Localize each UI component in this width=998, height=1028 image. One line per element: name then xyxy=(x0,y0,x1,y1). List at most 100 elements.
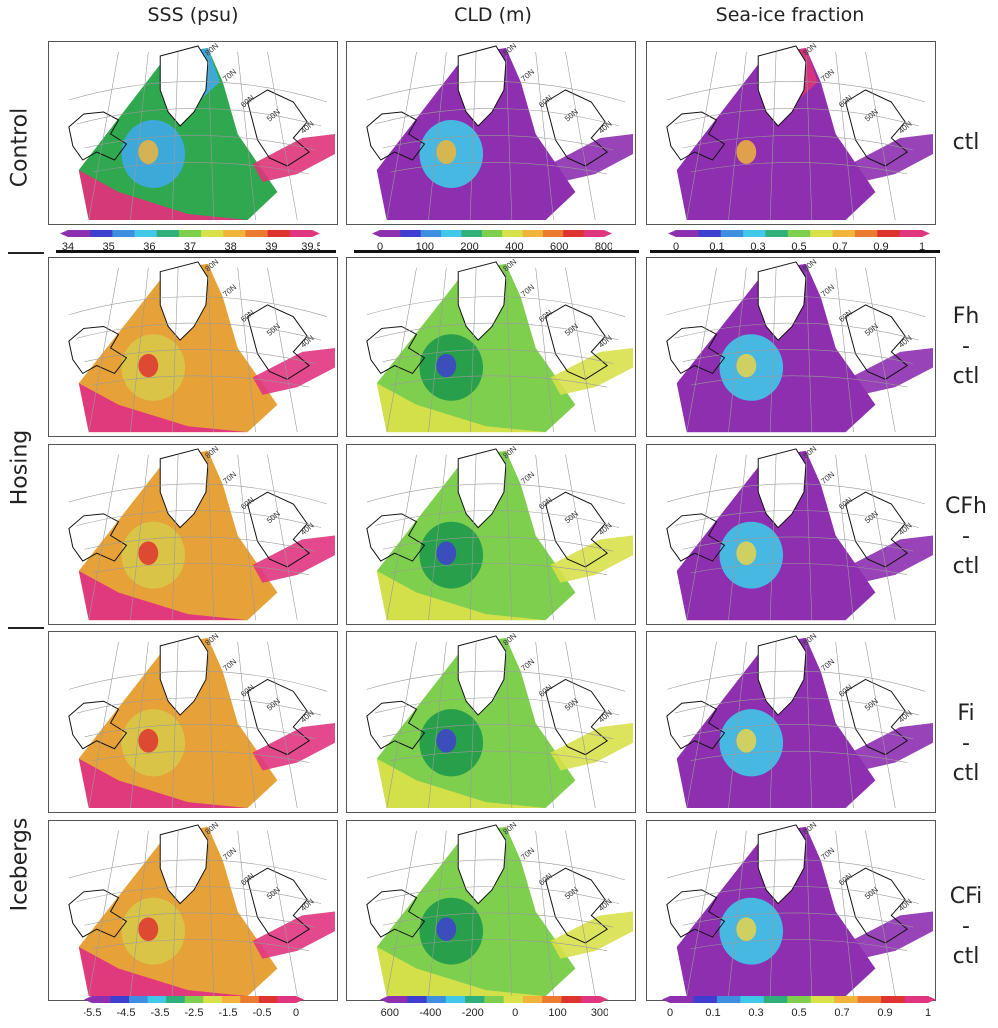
latitude-label: 40N xyxy=(897,333,914,349)
coast-strip xyxy=(550,134,634,182)
graticule-line xyxy=(565,830,596,997)
graticule-line xyxy=(428,830,447,997)
latitude-label: 70N xyxy=(519,282,536,298)
row-label-line: - xyxy=(962,334,970,359)
ocean-accent xyxy=(736,541,757,565)
greenland-landmass xyxy=(757,261,807,341)
latitude-label: 70N xyxy=(519,846,536,862)
graticule-line xyxy=(366,81,626,103)
map-panel: 80N 70N 60N 50N 40N xyxy=(346,257,636,437)
colorbar-swatch xyxy=(542,230,564,237)
latitude-label: 60N xyxy=(837,871,854,887)
latitude-label: 70N xyxy=(819,657,836,673)
graticule-line xyxy=(686,454,717,621)
colorbar-tick-label: 100 xyxy=(548,1007,566,1019)
colorbar-swatch xyxy=(787,996,812,1003)
graticule-line xyxy=(92,563,310,576)
colorbar-tick-label: -4.5 xyxy=(117,1007,136,1019)
ocean-accent xyxy=(736,140,757,164)
latitude-label: 40N xyxy=(897,521,914,537)
colorbar-tick-label: -5.5 xyxy=(84,1007,101,1019)
colorbar-tick-label: 1 xyxy=(919,241,925,253)
colorbar-arrow xyxy=(372,230,380,237)
ocean-accent xyxy=(736,353,757,378)
graticule-line xyxy=(865,641,896,809)
graticule-line xyxy=(535,51,554,221)
coastline-north-america xyxy=(366,700,426,750)
colorbar-tick-label: 0 xyxy=(673,241,679,253)
latitude-label: 40N xyxy=(597,708,614,724)
colorbar-tick-label: 0 xyxy=(512,1007,518,1019)
graticule-line xyxy=(565,454,596,621)
ocean-accent xyxy=(436,917,457,941)
colorbar-swatch xyxy=(484,996,505,1003)
row-label-cfi: CFi - ctl xyxy=(936,880,996,974)
coastline-europe xyxy=(247,304,311,380)
graticule-line xyxy=(469,454,477,621)
graticule-line xyxy=(690,939,908,952)
coastline-europe xyxy=(845,491,909,568)
coastline-europe xyxy=(545,867,609,944)
colorbar-tick-label: -2.5 xyxy=(185,1007,204,1019)
graticule-line xyxy=(690,162,908,175)
colorbar-swatch xyxy=(465,996,485,1003)
colorbar-swatch xyxy=(670,996,694,1003)
graticule-line xyxy=(686,51,717,221)
colorbar-swatch xyxy=(832,230,856,237)
ocean-band xyxy=(376,383,546,433)
map-panel: 80N 70N 60N 50N 40N xyxy=(646,41,936,225)
graticule-line xyxy=(207,267,215,433)
graticule-line xyxy=(92,939,310,952)
graticule-line xyxy=(682,724,914,740)
graticule-line xyxy=(666,670,926,692)
coastline-europe xyxy=(545,89,609,167)
coast-strip xyxy=(550,911,634,959)
graticule-line xyxy=(68,483,328,505)
colorbar-swatch xyxy=(716,996,741,1003)
latitude-label: 70N xyxy=(519,657,536,673)
colorbar-swatch xyxy=(834,996,859,1003)
graticule-line xyxy=(805,267,813,433)
graticule-line xyxy=(728,267,747,433)
latitude-label: 70N xyxy=(221,67,238,84)
graticule-line xyxy=(68,81,328,103)
graticule-line xyxy=(382,349,614,364)
colorbar-swatch xyxy=(580,996,601,1003)
coastline-north-america xyxy=(666,700,726,750)
graticule-line xyxy=(835,267,854,433)
graticule-line xyxy=(835,641,854,809)
graticule-line xyxy=(390,563,608,576)
row-label-line: - xyxy=(962,731,970,756)
colorbar-svg: -5.5 -4.5 -3.5 -2.5 -1.5 -0.5 0 xyxy=(84,996,304,1019)
ocean-accent xyxy=(436,541,457,565)
coastline-europe xyxy=(845,867,909,944)
graticule-line xyxy=(865,51,896,221)
map-panel: 80N 70N 60N 50N 40N xyxy=(646,820,936,1001)
colorbar-tick-label: 0.1 xyxy=(705,1007,720,1019)
graticule-line xyxy=(428,267,447,433)
ocean-accent xyxy=(138,728,159,753)
ocean-band xyxy=(376,758,546,809)
latitude-label: 40N xyxy=(299,333,316,349)
graticule-line xyxy=(805,641,813,809)
colorbar-swatch xyxy=(184,996,204,1003)
graticule-line xyxy=(682,349,914,364)
latitude-label: 60N xyxy=(537,682,554,698)
ocean-band xyxy=(676,758,846,809)
coastline-north-america xyxy=(666,325,726,375)
colorbar-swatch xyxy=(240,996,260,1003)
graticule-line xyxy=(130,51,149,221)
graticule-line xyxy=(469,267,477,433)
group-separator xyxy=(8,252,44,254)
colorbar-swatch xyxy=(542,996,562,1003)
coastline-europe xyxy=(845,304,909,380)
latitude-label: 40N xyxy=(299,119,316,136)
colorbar-swatch xyxy=(420,230,442,237)
row-label-cfh: CFh - ctl xyxy=(936,490,996,584)
graticule-line xyxy=(666,859,926,881)
